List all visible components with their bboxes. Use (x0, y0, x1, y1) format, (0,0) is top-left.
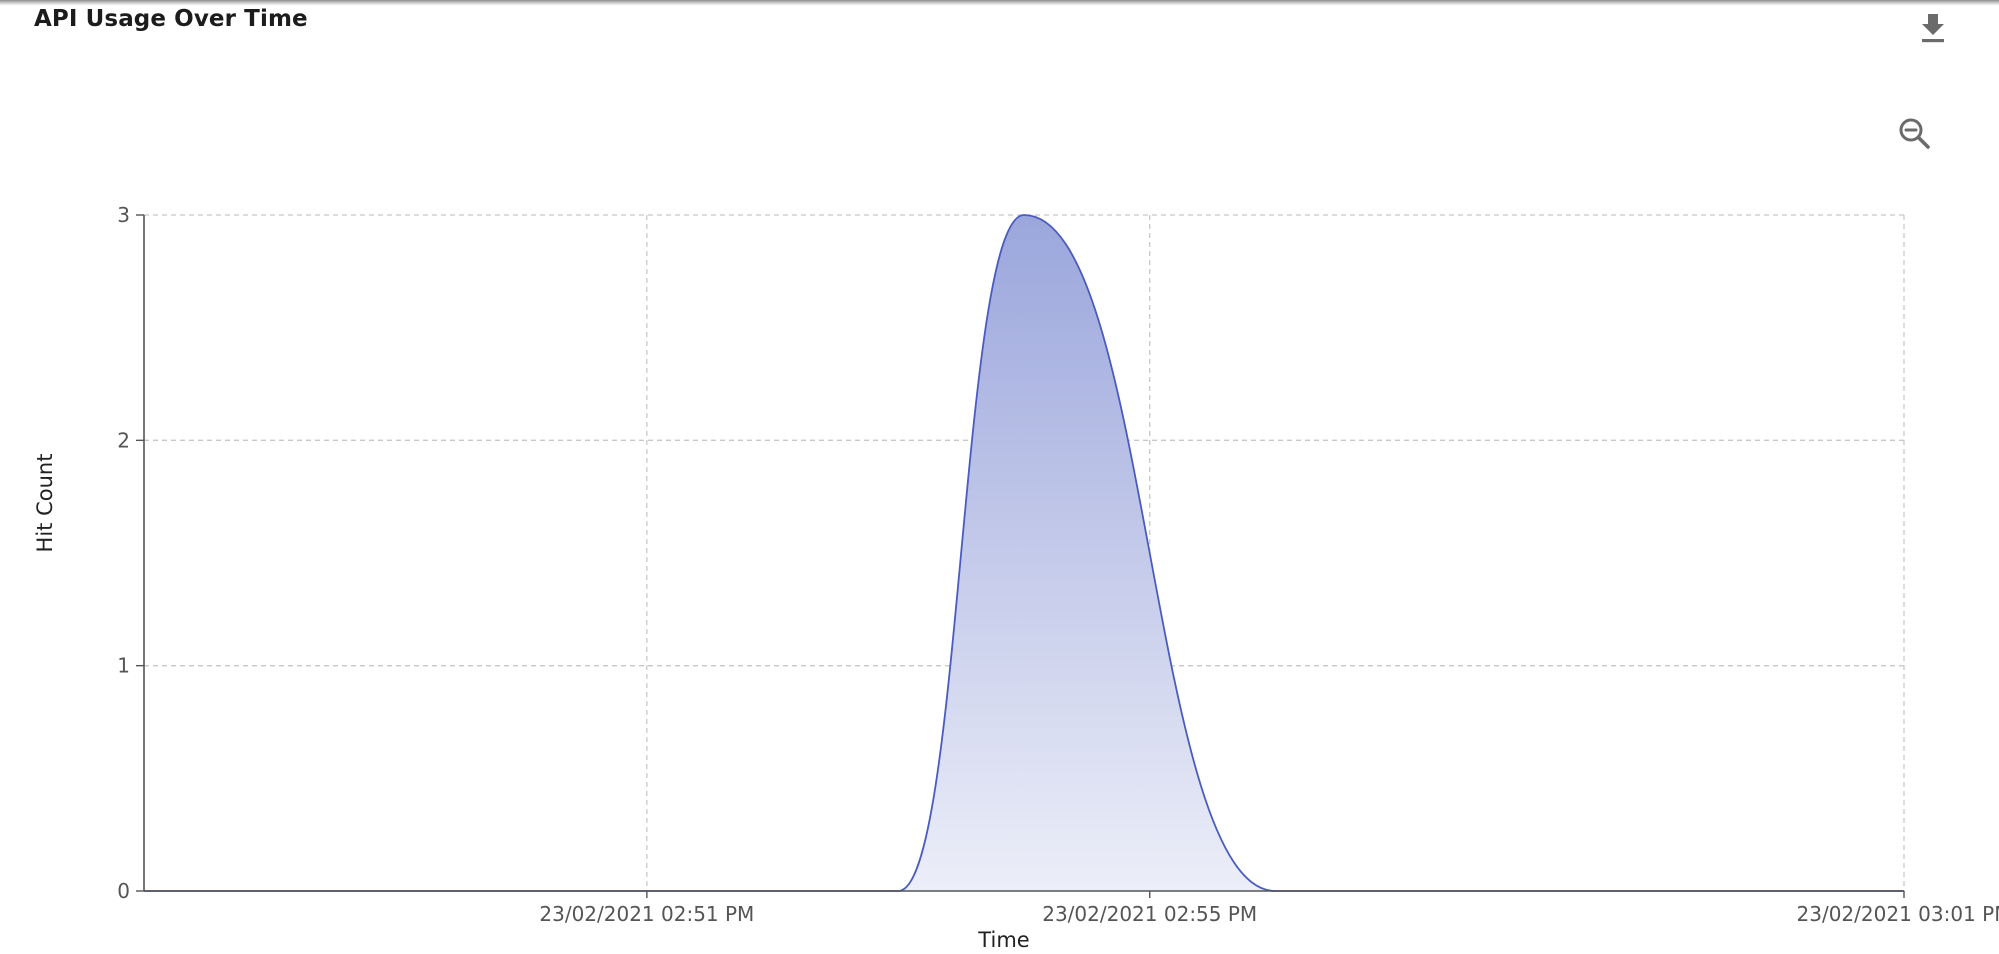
download-icon-graphic (1922, 14, 1944, 43)
top-shadow (0, 0, 1999, 6)
x-tick-label: 23/02/2021 02:55 PM (1042, 902, 1257, 926)
x-axis-title: Time (977, 928, 1029, 952)
y-tick-label: 2 (117, 428, 130, 452)
y-axis-title: Hit Count (33, 454, 57, 553)
zoom-out-icon[interactable] (1895, 114, 1935, 154)
y-tick-label: 3 (117, 203, 130, 227)
x-tick-label: 23/02/2021 03:01 PM (1797, 902, 1999, 926)
x-tick-label: 23/02/2021 02:51 PM (539, 902, 754, 926)
y-tick-label: 0 (117, 879, 130, 903)
zoom-out-icon-graphic (1899, 118, 1930, 149)
download-icon[interactable] (1913, 8, 1953, 48)
y-tick-label: 1 (117, 654, 130, 678)
series-area (144, 215, 1904, 891)
chart-title: API Usage Over Time (34, 6, 308, 32)
